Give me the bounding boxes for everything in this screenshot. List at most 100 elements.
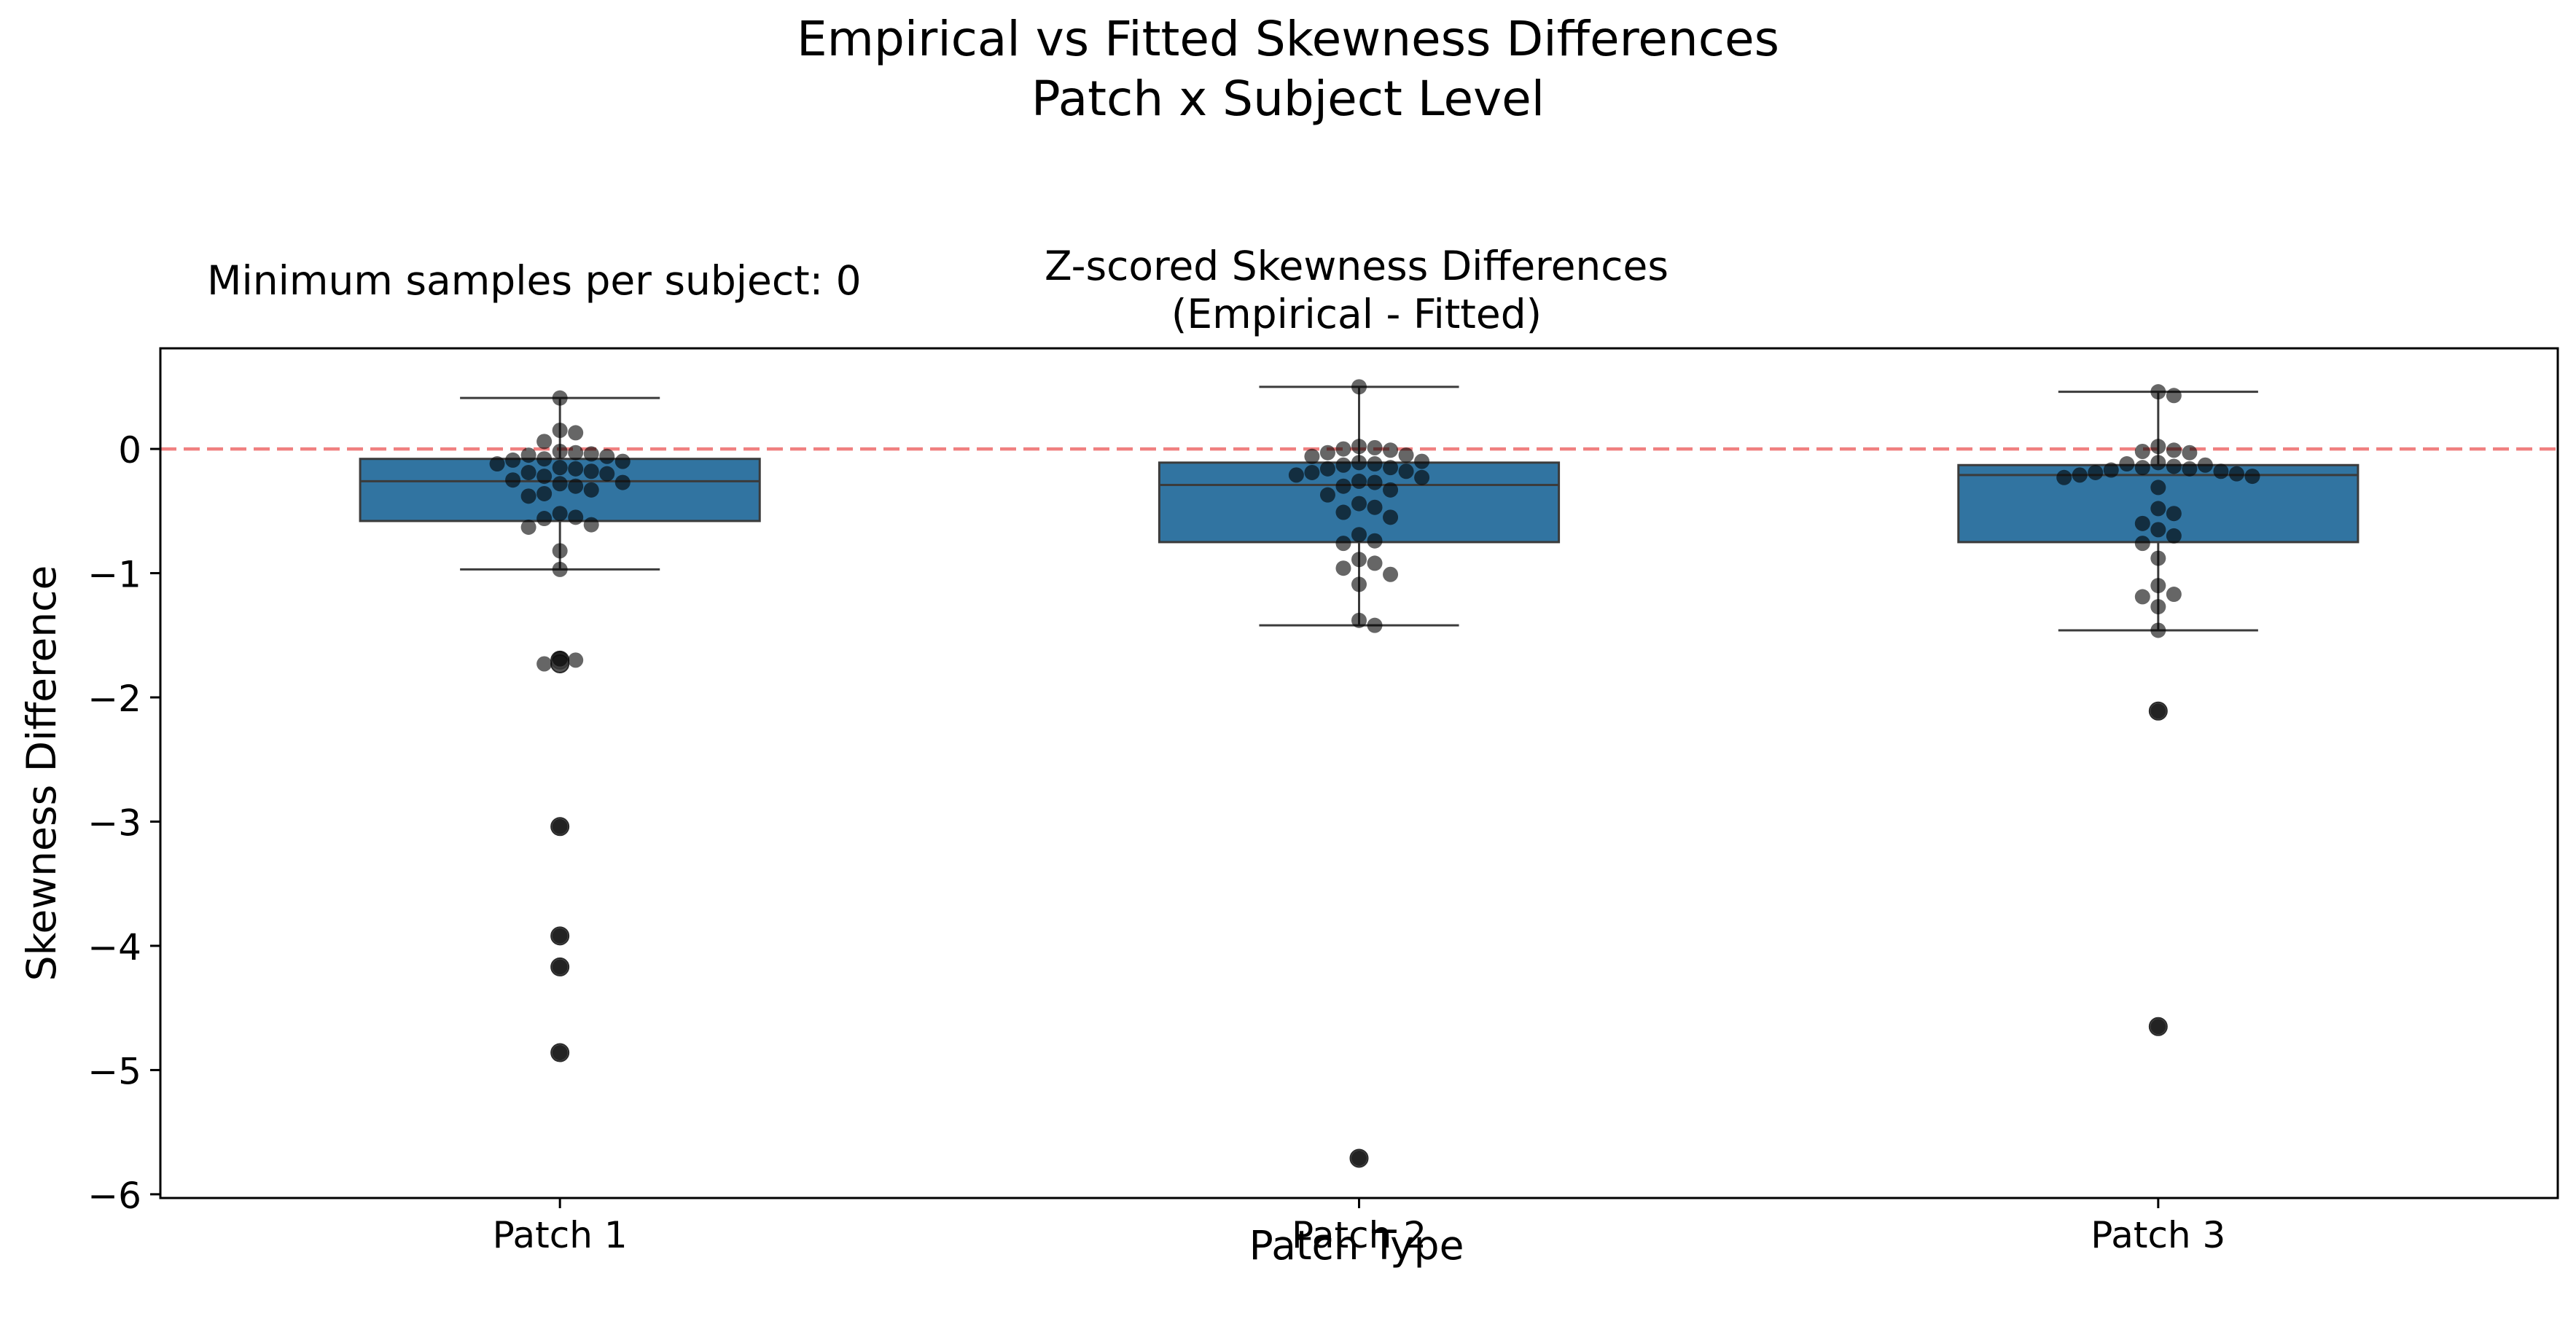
swarm-point bbox=[552, 443, 568, 459]
swarm-point bbox=[568, 509, 584, 525]
swarm-point bbox=[1335, 478, 1351, 494]
swarm-point bbox=[2228, 466, 2244, 482]
y-tick-label: −2 bbox=[87, 678, 141, 720]
swarm-point bbox=[568, 445, 584, 461]
swarm-point bbox=[1414, 469, 1430, 485]
swarm-point bbox=[520, 447, 536, 463]
chart-title-line1: Z-scored Skewness Differences bbox=[1045, 243, 1668, 289]
swarm-point bbox=[536, 485, 553, 501]
x-tick-label: Patch 3 bbox=[2091, 1214, 2225, 1256]
y-tick-label: −4 bbox=[87, 926, 141, 968]
swarm-point bbox=[1383, 460, 1399, 476]
swarm-point bbox=[552, 506, 568, 522]
swarm-point bbox=[2166, 528, 2182, 544]
swarm-point bbox=[614, 453, 631, 469]
swarm-point bbox=[2150, 479, 2166, 496]
swarm-point bbox=[520, 488, 536, 504]
swarm-point bbox=[1351, 496, 1367, 512]
swarm-point bbox=[2166, 458, 2182, 474]
swarm-point bbox=[599, 448, 615, 464]
swarm-point bbox=[1383, 566, 1399, 582]
swarm-point bbox=[1383, 482, 1399, 498]
swarm-point bbox=[1383, 509, 1399, 525]
swarm-point bbox=[552, 543, 568, 559]
chart-title-line2: (Empirical - Fitted) bbox=[1171, 291, 1542, 337]
y-tick-label: −3 bbox=[87, 802, 141, 844]
swarm-point bbox=[1319, 445, 1335, 461]
swarm-point bbox=[505, 472, 521, 488]
swarm-point bbox=[583, 517, 599, 533]
swarm-point bbox=[599, 466, 615, 482]
swarm-point bbox=[536, 656, 553, 672]
suptitle-line2: Patch x Subject Level bbox=[1031, 71, 1545, 127]
swarm-point bbox=[1351, 552, 1367, 568]
swarm-point bbox=[1383, 442, 1399, 458]
swarm-point bbox=[1367, 533, 1383, 549]
swarm-point bbox=[1367, 474, 1383, 490]
swarm-point bbox=[552, 561, 568, 577]
swarm-point bbox=[2134, 460, 2150, 476]
y-tick-label: −1 bbox=[87, 554, 141, 596]
swarm-point bbox=[568, 478, 584, 494]
swarm-point bbox=[536, 469, 553, 485]
swarm-point bbox=[2150, 599, 2166, 615]
swarm-point bbox=[1351, 612, 1367, 628]
swarm-point bbox=[2150, 439, 2166, 455]
swarm-point bbox=[614, 474, 631, 490]
swarm-point bbox=[1398, 447, 1414, 463]
swarm-point bbox=[536, 511, 553, 527]
swarm-point bbox=[2134, 536, 2150, 552]
swarm-point bbox=[520, 519, 536, 535]
swarm-point bbox=[1335, 504, 1351, 520]
y-tick-label: 0 bbox=[118, 429, 141, 471]
swarm-point bbox=[2134, 515, 2150, 531]
swarm-point bbox=[2244, 469, 2260, 485]
swarm-point bbox=[2166, 442, 2182, 458]
swarm-point bbox=[1304, 464, 1320, 480]
x-tick-label: Patch 2 bbox=[1292, 1214, 1426, 1256]
swarm-point bbox=[552, 651, 568, 667]
plot-frame bbox=[159, 347, 2559, 1199]
swarm-point bbox=[2197, 457, 2213, 473]
x-axis-label: Patch Type bbox=[1249, 1222, 1464, 1269]
swarm-point bbox=[552, 1045, 568, 1061]
swarm-point bbox=[2166, 587, 2182, 603]
swarm-point bbox=[1288, 467, 1304, 483]
swarm-point bbox=[552, 390, 568, 406]
swarm-point bbox=[1367, 499, 1383, 515]
swarm-point bbox=[2150, 522, 2166, 538]
y-axis-label: Skewness Difference bbox=[18, 565, 65, 982]
swarm-point bbox=[583, 482, 599, 498]
swarm-point bbox=[1367, 555, 1383, 571]
swarm-point bbox=[552, 928, 568, 944]
swarm-point bbox=[2213, 463, 2229, 479]
swarm-point bbox=[1351, 455, 1367, 471]
swarm-point bbox=[2182, 445, 2198, 461]
swarm-point bbox=[552, 460, 568, 476]
swarm-point bbox=[2150, 578, 2166, 594]
x-tick-label: Patch 1 bbox=[493, 1214, 628, 1256]
swarm-point bbox=[536, 434, 553, 450]
swarm-point bbox=[1398, 463, 1414, 479]
swarm-point bbox=[2150, 622, 2166, 638]
swarm-point bbox=[1319, 461, 1335, 477]
swarm-point bbox=[1335, 536, 1351, 552]
swarm-point bbox=[2150, 455, 2166, 471]
swarm-point bbox=[489, 456, 505, 472]
swarm-point bbox=[1367, 617, 1383, 633]
y-axis: 0 −1 −2 −3 −4 −5 −6 bbox=[87, 429, 160, 1217]
swarm-point bbox=[2119, 456, 2135, 472]
swarm-point bbox=[568, 461, 584, 477]
swarm-point bbox=[552, 423, 568, 439]
swarm-point bbox=[552, 818, 568, 834]
swarm-point bbox=[1351, 379, 1367, 395]
swarm-point bbox=[1351, 527, 1367, 543]
swarm-point bbox=[2056, 469, 2072, 485]
swarm-point bbox=[2150, 1019, 2166, 1035]
swarm-point bbox=[1367, 439, 1383, 455]
swarm-point bbox=[2182, 461, 2198, 477]
swarm-point bbox=[1351, 439, 1367, 455]
x-axis: Patch 1 Patch 2 Patch 3 bbox=[493, 1198, 2225, 1256]
swarm-point bbox=[2134, 443, 2150, 459]
swarm-point bbox=[1335, 560, 1351, 576]
